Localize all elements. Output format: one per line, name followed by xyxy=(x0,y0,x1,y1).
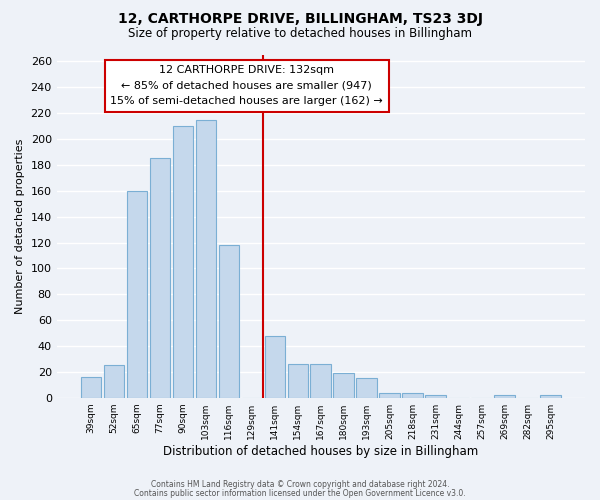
Bar xyxy=(379,392,400,398)
Bar xyxy=(541,395,561,398)
Text: Contains HM Land Registry data © Crown copyright and database right 2024.: Contains HM Land Registry data © Crown c… xyxy=(151,480,449,489)
Text: Size of property relative to detached houses in Billingham: Size of property relative to detached ho… xyxy=(128,28,472,40)
Text: 12 CARTHORPE DRIVE: 132sqm
← 85% of detached houses are smaller (947)
15% of sem: 12 CARTHORPE DRIVE: 132sqm ← 85% of deta… xyxy=(110,66,383,106)
Bar xyxy=(425,395,446,398)
Bar xyxy=(104,366,124,398)
X-axis label: Distribution of detached houses by size in Billingham: Distribution of detached houses by size … xyxy=(163,444,478,458)
Bar xyxy=(80,377,101,398)
Bar xyxy=(356,378,377,398)
Bar xyxy=(494,395,515,398)
Text: Contains public sector information licensed under the Open Government Licence v3: Contains public sector information licen… xyxy=(134,488,466,498)
Bar xyxy=(287,364,308,398)
Bar xyxy=(196,120,216,398)
Bar xyxy=(310,364,331,398)
Bar xyxy=(127,191,148,398)
Text: 12, CARTHORPE DRIVE, BILLINGHAM, TS23 3DJ: 12, CARTHORPE DRIVE, BILLINGHAM, TS23 3D… xyxy=(118,12,482,26)
Bar xyxy=(403,392,423,398)
Bar xyxy=(218,245,239,398)
Bar xyxy=(334,373,354,398)
Y-axis label: Number of detached properties: Number of detached properties xyxy=(15,138,25,314)
Bar xyxy=(149,158,170,398)
Bar xyxy=(173,126,193,398)
Bar xyxy=(265,336,285,398)
